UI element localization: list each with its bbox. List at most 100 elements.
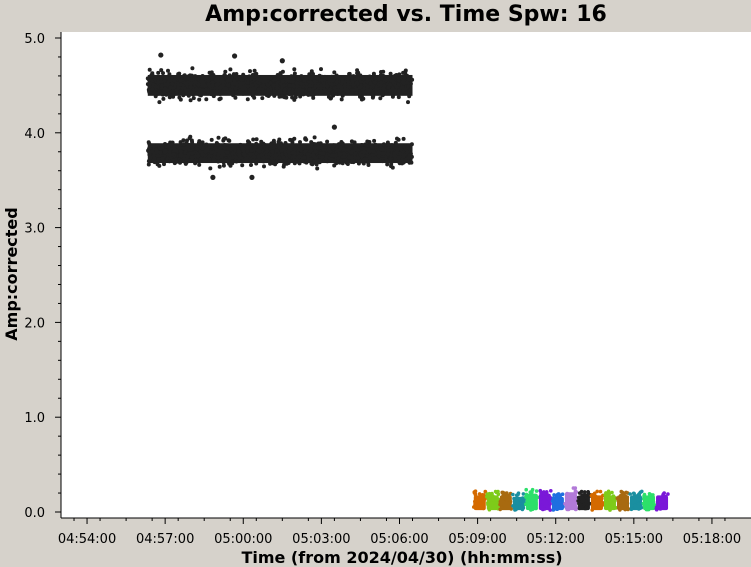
band-point xyxy=(347,85,352,90)
scan-point xyxy=(593,498,597,503)
scan-point xyxy=(648,498,652,502)
scan-point xyxy=(626,507,631,511)
scan-4 xyxy=(524,487,540,512)
scan-point xyxy=(571,505,576,510)
band-point xyxy=(272,93,277,98)
band-point xyxy=(362,86,367,91)
scan-point xyxy=(540,499,545,504)
band-point xyxy=(186,144,191,149)
scan-point xyxy=(608,508,612,512)
scan-point xyxy=(574,505,578,509)
scan-point xyxy=(542,507,547,511)
band-point xyxy=(358,94,362,99)
band-point xyxy=(150,87,155,92)
band-point xyxy=(284,152,289,157)
band-point xyxy=(317,73,322,78)
scan-point xyxy=(569,496,574,501)
scan-point xyxy=(505,498,509,502)
scan-point xyxy=(560,492,565,497)
band-point xyxy=(371,94,376,99)
band-point xyxy=(228,67,233,72)
scan-point xyxy=(539,496,543,501)
band-point xyxy=(320,78,324,83)
band-point xyxy=(247,74,252,79)
band-point xyxy=(279,148,284,153)
band-point xyxy=(199,90,204,94)
scan-point xyxy=(526,505,531,510)
band-point xyxy=(295,151,300,156)
band-point xyxy=(266,87,271,92)
band-point xyxy=(378,96,383,101)
band-point xyxy=(261,83,266,88)
scan-point xyxy=(583,493,588,497)
band-point xyxy=(333,88,338,93)
band-point xyxy=(220,90,225,95)
scan-point xyxy=(491,494,495,499)
band-point xyxy=(224,86,229,91)
scan-point xyxy=(632,495,636,499)
band-point xyxy=(181,138,186,143)
band-point xyxy=(221,83,226,87)
scan-point xyxy=(593,504,598,508)
band-point xyxy=(305,152,310,157)
band-point xyxy=(350,88,354,93)
band-point xyxy=(367,88,371,93)
band-point xyxy=(306,145,311,150)
outlier-point-4 xyxy=(210,174,216,180)
band-point xyxy=(374,90,379,95)
band-point xyxy=(163,142,167,146)
scan-point xyxy=(494,503,498,508)
band-point xyxy=(183,81,188,86)
band-point xyxy=(238,84,243,89)
band-point xyxy=(147,67,152,72)
band-point xyxy=(211,80,215,85)
scan-point xyxy=(491,497,496,502)
scan-point xyxy=(666,492,670,496)
band-point xyxy=(278,141,283,146)
band-point xyxy=(361,161,366,166)
band-point xyxy=(196,82,201,87)
band-point xyxy=(271,83,276,88)
band-point xyxy=(178,78,183,83)
band-point xyxy=(336,83,341,88)
band-point xyxy=(329,82,334,87)
band-point xyxy=(406,77,411,81)
band-point xyxy=(388,88,392,93)
x-tick-label: 04:57:00 xyxy=(136,532,194,547)
scan-point xyxy=(502,503,507,508)
band-point xyxy=(230,81,235,86)
band-point xyxy=(353,147,358,152)
band-point xyxy=(299,147,303,152)
scan-point xyxy=(630,504,635,508)
scan-point xyxy=(591,493,595,497)
band-point xyxy=(389,148,394,152)
band-point xyxy=(161,96,166,101)
band-point xyxy=(314,162,319,167)
band-point xyxy=(376,158,381,163)
band-point xyxy=(292,161,297,166)
y-axis-label: Amp:corrected xyxy=(2,207,21,340)
scan-point xyxy=(555,505,560,509)
band-point xyxy=(401,160,406,165)
band-point xyxy=(178,153,183,157)
band-point xyxy=(241,72,246,77)
scan-8 xyxy=(576,489,592,511)
band-point xyxy=(298,94,303,99)
band-point xyxy=(195,154,200,158)
band-point xyxy=(351,82,355,87)
band-point xyxy=(302,78,307,83)
band-point xyxy=(241,152,246,157)
band-point xyxy=(352,155,357,160)
band-point xyxy=(171,152,175,157)
band-point xyxy=(282,83,286,88)
scan-12 xyxy=(628,489,644,512)
x-tick-label: 05:03:00 xyxy=(292,532,350,547)
band-point xyxy=(341,91,346,96)
band-point xyxy=(302,155,307,160)
band-point xyxy=(150,71,155,76)
band-point xyxy=(189,138,194,143)
band-point xyxy=(292,71,297,76)
band-point xyxy=(345,160,350,165)
scan-point xyxy=(590,508,594,512)
